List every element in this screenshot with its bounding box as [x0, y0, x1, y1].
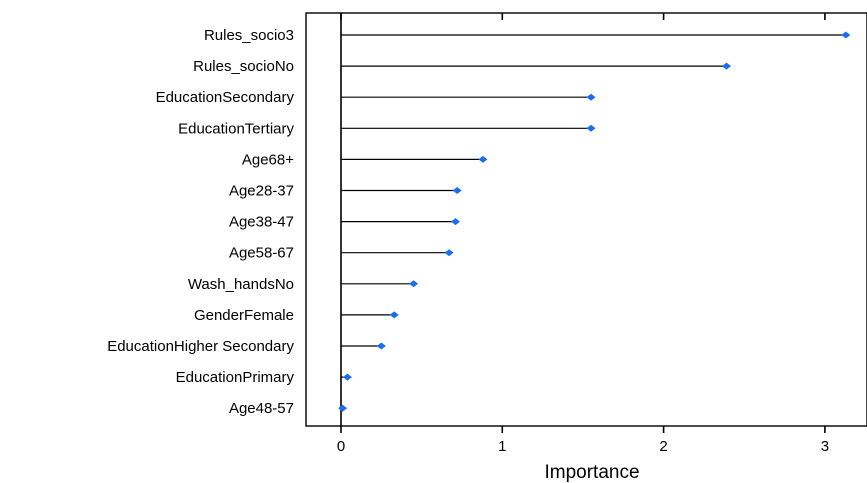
lollipop-stems	[341, 34, 846, 409]
x-axis-title: Importance	[544, 462, 639, 483]
data-point	[338, 404, 348, 412]
category-label: Age58-67	[229, 245, 294, 262]
category-label: Age38-47	[229, 214, 294, 231]
category-label: EducationPrimary	[176, 369, 295, 386]
bottom-ticks	[340, 426, 826, 433]
data-point	[451, 218, 461, 226]
x-tick-label: 3	[821, 438, 829, 455]
data-point	[376, 342, 386, 350]
data-point	[444, 249, 454, 257]
data-point	[342, 373, 352, 381]
top-ticks	[340, 13, 826, 20]
category-label: EducationHigher Secondary	[107, 338, 294, 355]
data-point	[586, 93, 596, 101]
category-label: Rules_socio3	[204, 27, 294, 44]
x-tick-label: 2	[659, 438, 667, 455]
plot-frame	[305, 12, 867, 427]
data-point	[586, 124, 596, 132]
data-point	[409, 280, 419, 288]
category-label: EducationSecondary	[156, 89, 295, 106]
lollipop-points	[338, 31, 851, 412]
data-point	[478, 155, 488, 163]
x-tick-labels: 0 1 2 3	[337, 438, 829, 455]
category-label: Rules_socioNo	[193, 58, 294, 75]
data-point	[389, 311, 399, 319]
category-label: Age28-37	[229, 183, 294, 200]
data-point	[722, 62, 732, 70]
data-point	[452, 187, 462, 194]
category-label: GenderFemale	[194, 307, 294, 324]
category-label: Age48-57	[229, 400, 294, 417]
category-label: EducationTertiary	[178, 120, 294, 137]
x-tick-label: 0	[337, 438, 345, 455]
x-tick-label: 1	[498, 438, 506, 455]
category-label: Age68+	[242, 151, 294, 168]
category-label: Wash_handsNo	[188, 276, 294, 293]
category-labels: Rules_socio3 Rules_socioNo EducationSecond…	[107, 27, 294, 417]
data-point	[841, 31, 851, 39]
